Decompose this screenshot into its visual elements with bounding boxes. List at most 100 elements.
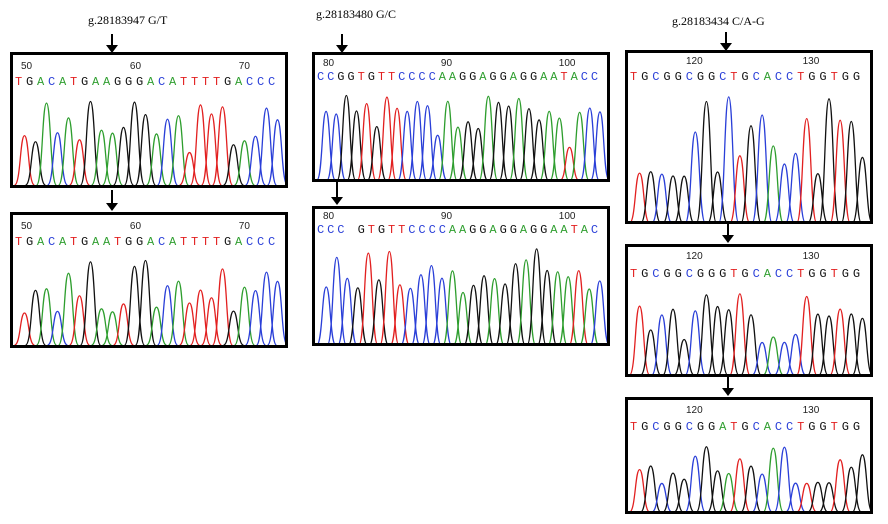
trace-peak [852, 317, 870, 374]
trace-peak [422, 264, 441, 343]
base-call: A [59, 235, 67, 249]
base-call: A [59, 75, 67, 89]
trace-peak [200, 113, 223, 185]
position-tick: 120 [686, 56, 703, 67]
base-call: G [519, 70, 528, 84]
base-call: G [819, 70, 827, 84]
base-call: C [418, 70, 426, 84]
chromatogram-trace [13, 100, 285, 185]
base-call: G [841, 267, 849, 281]
base-call: T [180, 75, 188, 89]
base-call: G [696, 70, 705, 84]
trace-peak [752, 341, 772, 374]
trace-peak [454, 291, 472, 343]
trace-peak [112, 126, 135, 185]
trace-peak [223, 310, 244, 345]
trace-peak [696, 100, 717, 221]
base-call: T [560, 70, 568, 84]
trace-peak [741, 125, 761, 221]
trace-peak [841, 313, 862, 374]
base-call: G [459, 70, 467, 84]
base-call: A [92, 235, 100, 249]
base-call: C [48, 75, 56, 89]
base-call: T [388, 70, 396, 84]
trace-peak [266, 119, 285, 185]
trace-peak [401, 287, 419, 343]
trace-peak [539, 110, 559, 179]
base-call: G [741, 70, 749, 84]
base-call: T [70, 75, 78, 89]
base-call: G [696, 267, 705, 281]
trace-peak [255, 107, 278, 185]
base-call: C [652, 420, 660, 434]
base-call: G [469, 70, 477, 84]
base-call: T [797, 267, 805, 281]
base-call: A [448, 70, 457, 84]
chromatogram-panel-7: 120 130 T G C G G C G G A T G C A C C T G G T G G [625, 397, 873, 514]
trace-peak [266, 280, 285, 345]
base-call: A [438, 70, 446, 84]
trace-peak [641, 171, 660, 221]
base-call: A [235, 75, 243, 89]
trace-peak [696, 294, 717, 374]
trace-peak [652, 482, 672, 511]
base-call: G [719, 267, 727, 281]
base-call: T [15, 75, 23, 89]
trace-peak [397, 110, 417, 179]
base-call: G [819, 267, 827, 281]
trace-peak [79, 100, 102, 185]
trace-peak [211, 268, 234, 345]
base-call: A [540, 70, 548, 84]
base-call: C [398, 70, 406, 84]
position-tick: 90 [440, 58, 453, 69]
base-call: G [377, 223, 386, 237]
trace-peak [496, 283, 514, 343]
base-call: G [852, 420, 861, 434]
trace-peak [178, 302, 201, 345]
base-call: G [708, 70, 716, 84]
base-call: G [841, 70, 849, 84]
base-call: G [357, 223, 365, 237]
base-call: G [641, 420, 649, 434]
position-tick: 120 [686, 251, 703, 262]
down-arrow-icon [722, 377, 734, 396]
base-call: G [114, 75, 122, 89]
position-tick: 90 [440, 211, 453, 222]
base-call: G [696, 420, 705, 434]
trace-peak [652, 173, 671, 221]
base-call: T [377, 70, 386, 84]
trace-peak [233, 286, 256, 345]
position-tick: 130 [802, 251, 820, 262]
base-call: G [540, 223, 548, 237]
base-call: A [479, 70, 487, 84]
trace-peak [774, 341, 795, 374]
trace-peak [244, 135, 267, 185]
position-tick: 100 [558, 58, 576, 69]
base-call: A [147, 75, 155, 89]
trace-peak [327, 113, 346, 179]
base-call: A [570, 70, 578, 84]
trace-peak [529, 119, 549, 179]
base-call: C [685, 70, 693, 84]
trace-peak [560, 146, 579, 179]
trace-peak [708, 171, 727, 221]
base-call: C [257, 235, 265, 249]
trace-peak [674, 338, 694, 374]
base-call: C [257, 75, 265, 89]
base-call: C [752, 267, 760, 281]
trace-peak [458, 121, 478, 179]
trace-peak [730, 155, 750, 221]
base-call: G [708, 420, 716, 434]
trace-peak [629, 305, 650, 374]
base-call: A [550, 70, 558, 84]
base-call: T [191, 235, 199, 249]
base-call: A [448, 223, 457, 237]
base-call: C [246, 235, 254, 249]
trace-peak [808, 481, 828, 511]
base-call: C [408, 70, 416, 84]
base-call: C [786, 70, 794, 84]
trace-peak [79, 261, 102, 345]
chromatogram-panel-1: 50 60 70 T G A C A T G A A G G G A C A T T T T G A C C C [10, 52, 288, 188]
base-call: G [499, 70, 507, 84]
